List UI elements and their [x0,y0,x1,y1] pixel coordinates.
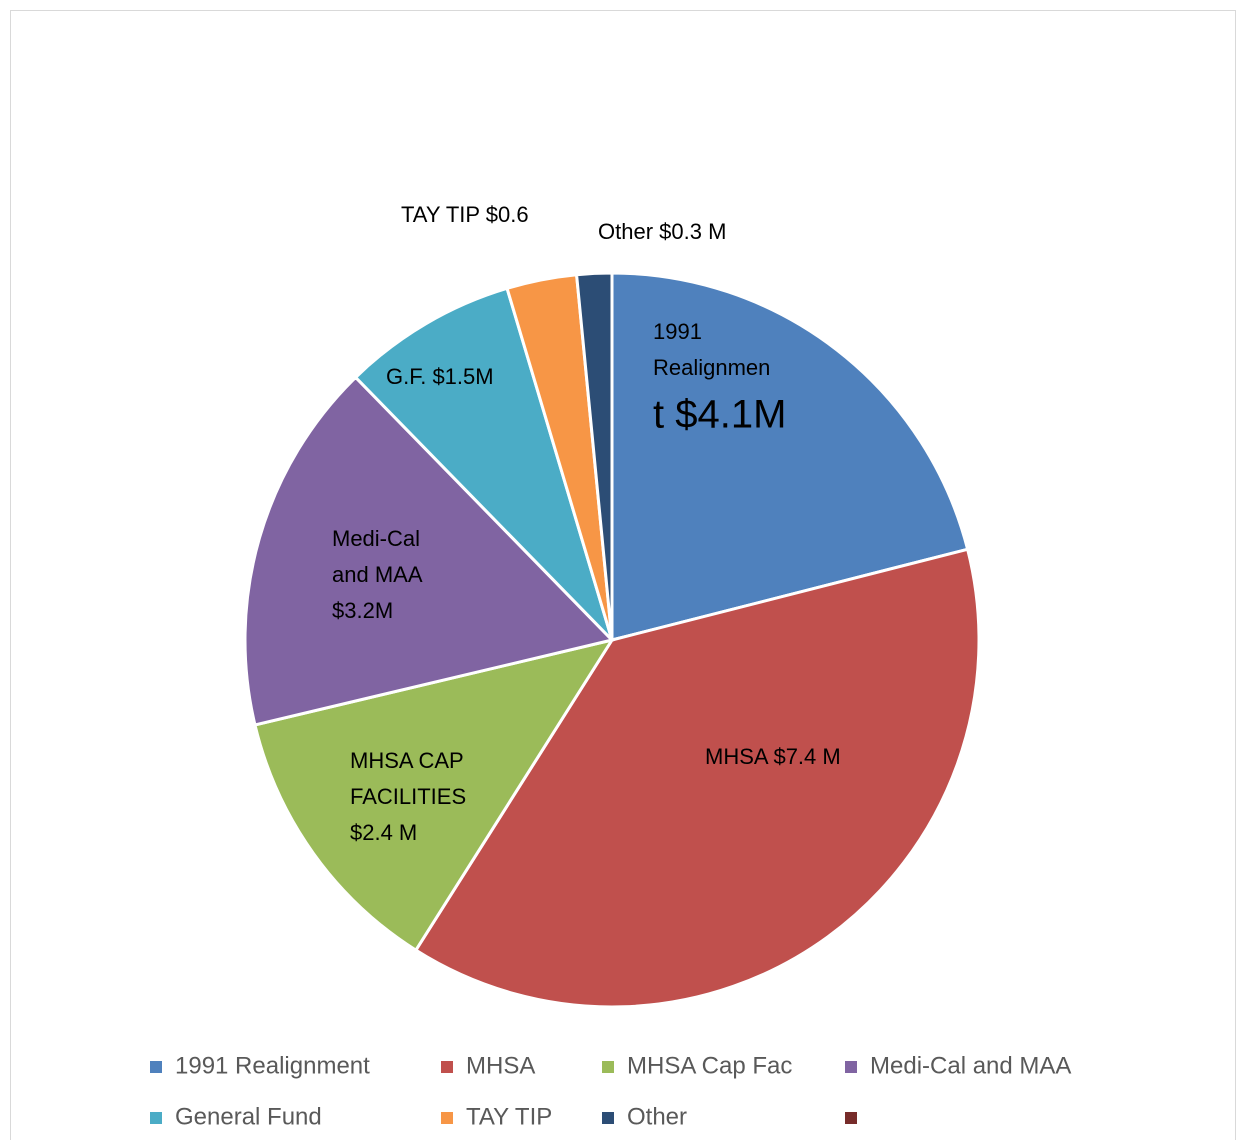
legend-label: MHSA Cap Fac [627,1052,792,1079]
data-label: TAY TIP $0.6 [401,202,529,227]
legend-label: Other [627,1103,687,1130]
pie-slice [243,375,615,727]
legend-swatch [602,1112,614,1124]
data-label: and MAA [332,562,423,587]
data-label: FACILITIES [350,784,466,809]
legend-label: General Fund [175,1103,322,1130]
data-label: t $4.1M [653,393,786,437]
legend-swatch [150,1112,162,1124]
data-label: MHSA $7.4 M [705,744,841,769]
legend-label: Medi-Cal and MAA [870,1052,1071,1079]
data-label: Other $0.3 M [598,219,726,244]
data-label: MHSA CAP [350,748,464,773]
data-label: G.F. $1.5M [386,364,494,389]
legend-swatch [845,1112,857,1124]
legend-label: 1991 Realignment [175,1052,370,1079]
legend-swatch [150,1061,162,1073]
data-label: Medi-Cal [332,526,420,551]
legend-swatch [441,1061,453,1073]
pie-slice [413,547,981,1009]
legend-swatch [441,1112,453,1124]
pie-slice [574,271,614,641]
pie-slice [353,286,614,642]
data-label: $2.4 M [350,820,417,845]
data-label: 1991 [653,319,702,344]
legend-label: TAY TIP [466,1103,552,1130]
pie-slice [253,637,616,953]
data-label: Realignmen [653,355,770,380]
pie-slice [610,271,970,642]
legend-label: MHSA [466,1052,535,1079]
data-label: $3.2M [332,598,393,623]
legend-swatch [845,1061,857,1073]
legend-swatch [602,1061,614,1073]
